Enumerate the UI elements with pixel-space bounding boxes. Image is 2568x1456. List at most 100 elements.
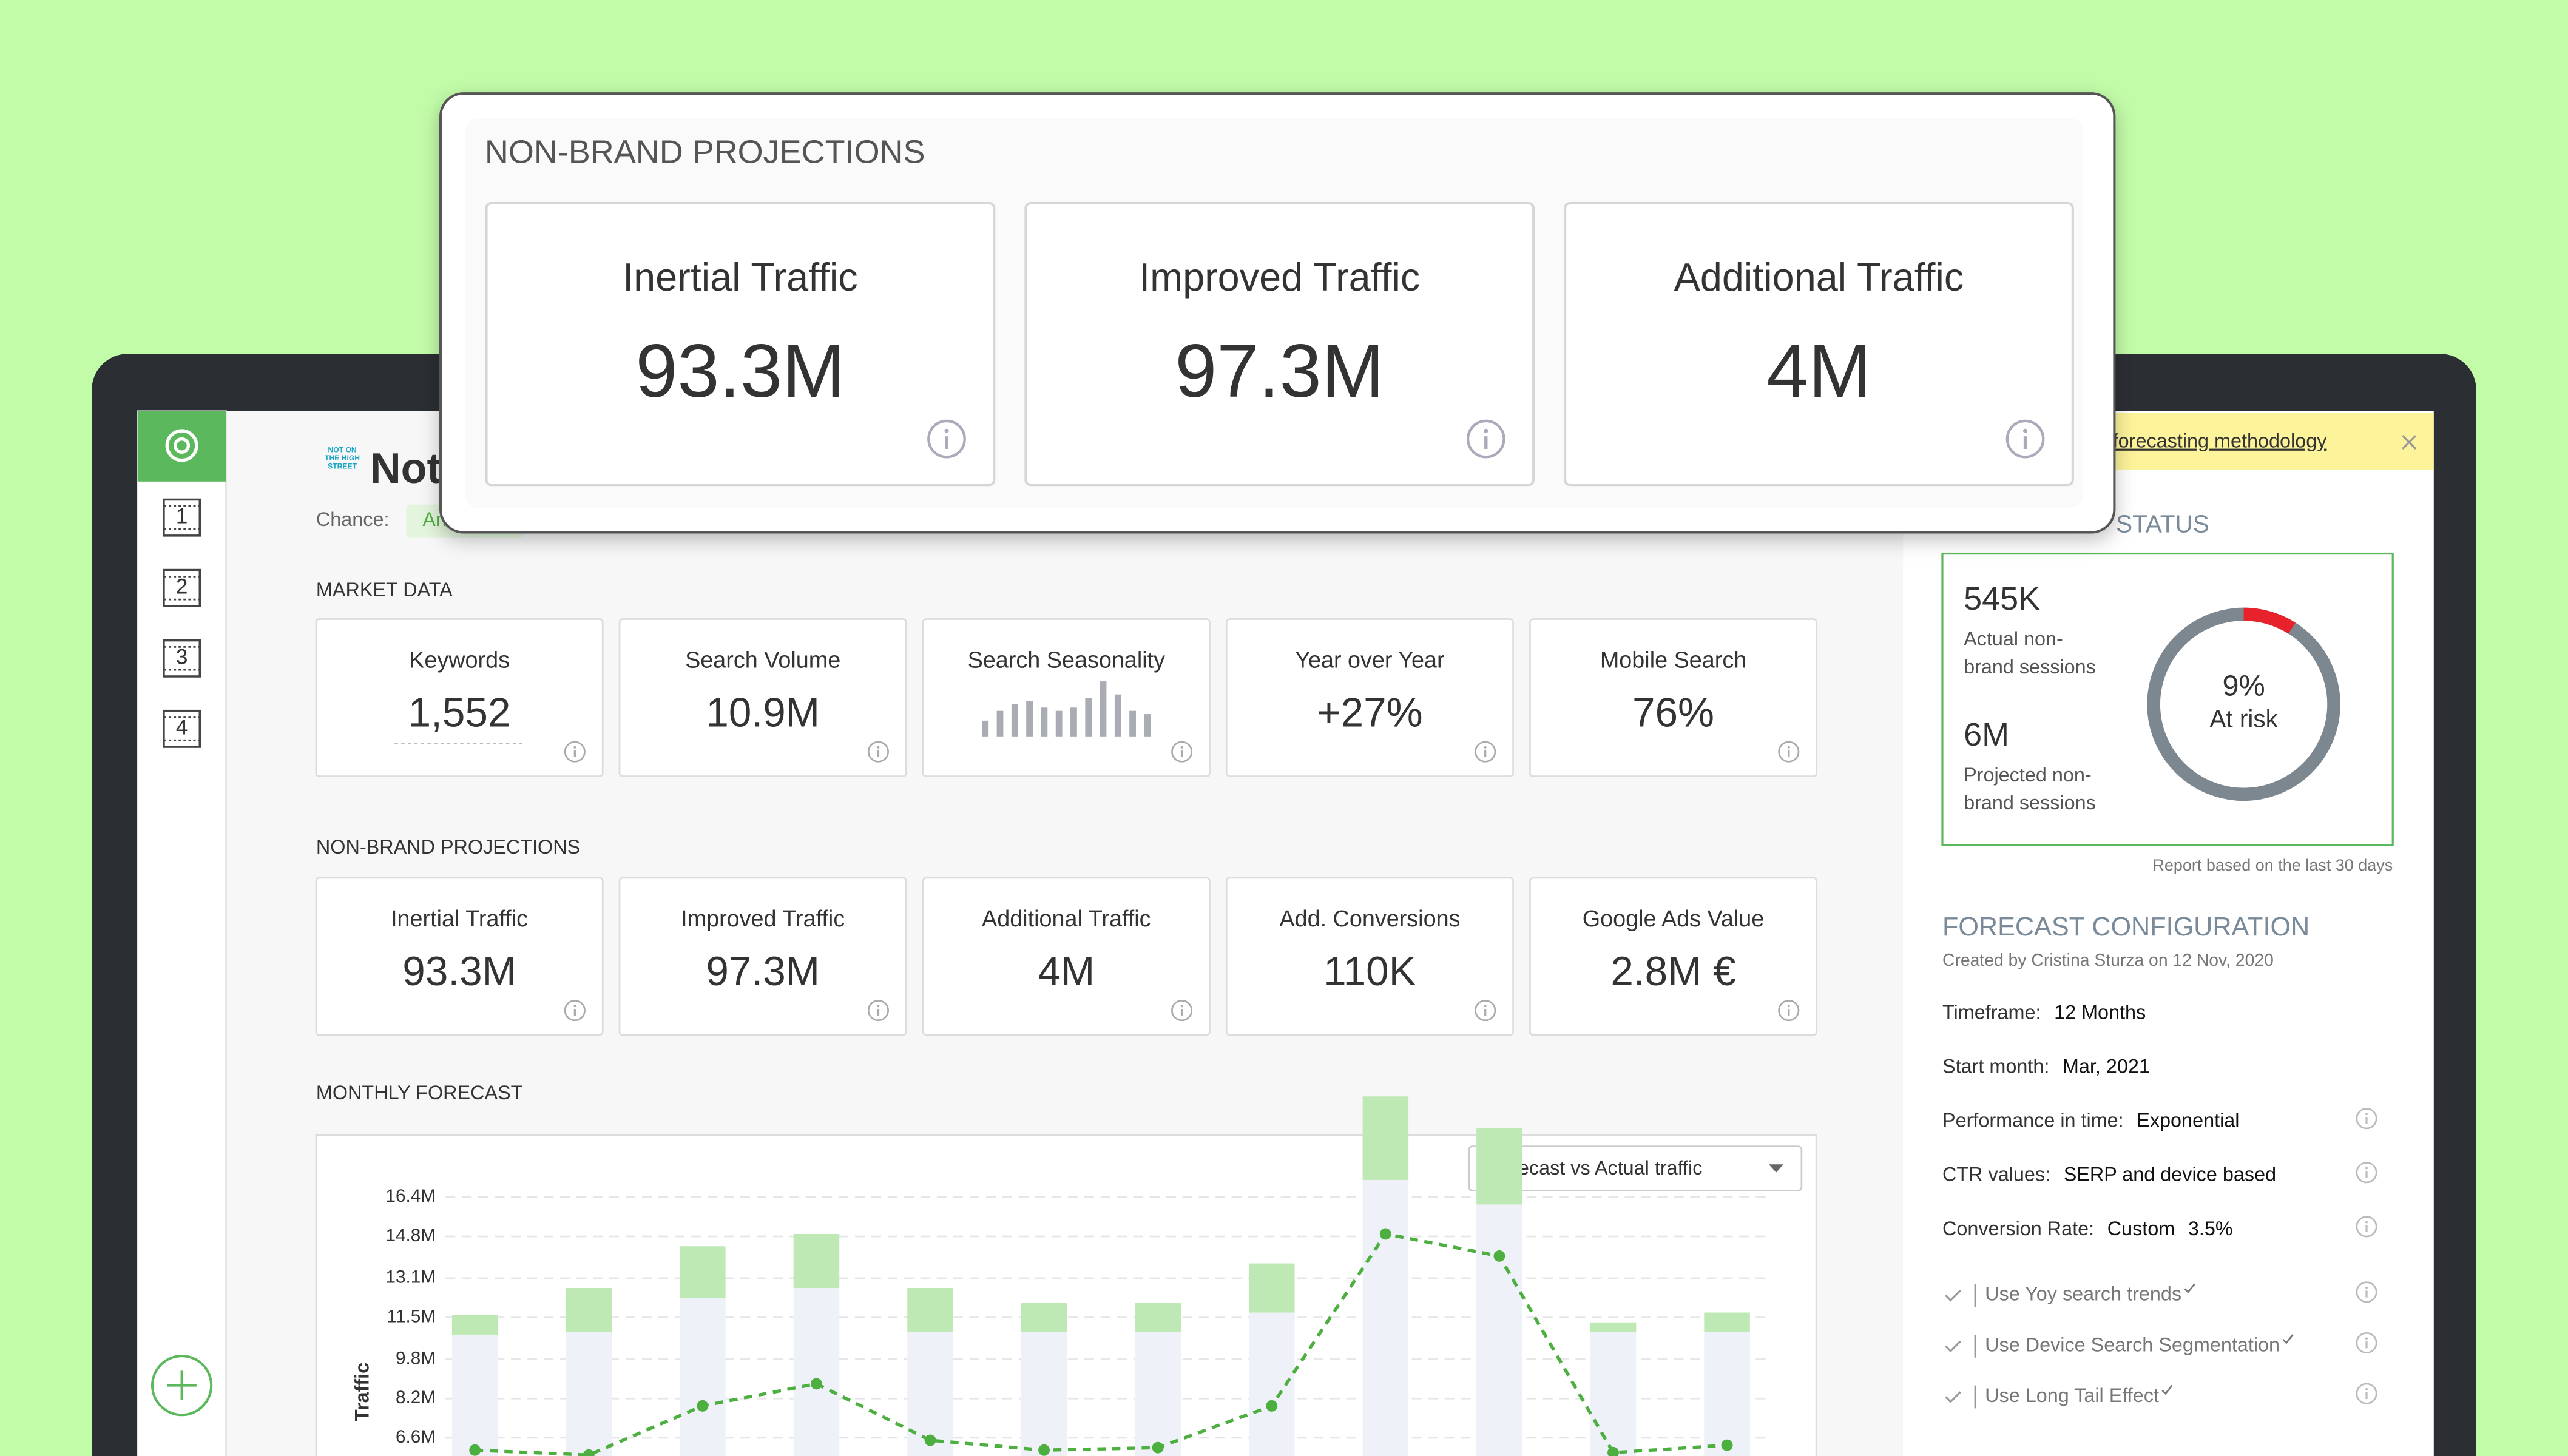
card-label: Inertial Traffic	[391, 906, 528, 932]
card-label: Mobile Search	[1600, 648, 1746, 673]
y-tick-label: 13.1M	[385, 1267, 435, 1287]
popup-card	[485, 201, 996, 487]
bar-segment	[1590, 1332, 1637, 1456]
card-value: 93.3M	[402, 949, 516, 994]
logo-text: NOT ON	[328, 446, 357, 454]
info-icon[interactable]	[1475, 1000, 1496, 1022]
info-icon[interactable]	[867, 741, 890, 763]
y-tick-label: 6.6M	[396, 1427, 436, 1447]
popup-card	[1024, 201, 1535, 487]
sidebar	[137, 410, 227, 1456]
config-value: SERP and device based	[2064, 1164, 2276, 1185]
card-label: Improved Traffic	[681, 906, 845, 932]
bar-segment	[1704, 1332, 1750, 1456]
risk-value: 9%	[2222, 670, 2265, 703]
status-note: Report based on the last 30 days	[2152, 856, 2393, 874]
check-icon	[2161, 1384, 2173, 1395]
check-icon	[2282, 1334, 2294, 1344]
logo-text: STREET	[328, 462, 357, 471]
sidebar-home[interactable]	[137, 411, 226, 482]
forecast-point	[583, 1449, 595, 1456]
info-icon[interactable]	[2356, 1216, 2377, 1238]
sparkline-bar	[1041, 707, 1048, 737]
popup-card-value: 4M	[1766, 329, 1871, 413]
bar-segment	[793, 1288, 840, 1456]
info-icon	[2365, 1167, 2368, 1170]
option-label: Use Yoy search trends	[1985, 1283, 2181, 1305]
config-label: Start month:	[1942, 1056, 2049, 1077]
info-icon	[1484, 428, 1488, 433]
check-icon[interactable]	[1945, 1391, 1961, 1403]
bar-segment	[1362, 1179, 1409, 1456]
status-title: STATUS	[2116, 510, 2209, 538]
info-icon[interactable]	[1778, 1000, 1800, 1022]
bar-segment	[1248, 1263, 1295, 1313]
card-label: Keywords	[409, 648, 510, 673]
metric-card	[315, 877, 604, 1036]
info-icon	[1180, 746, 1183, 749]
info-icon[interactable]	[1778, 741, 1800, 763]
info-icon[interactable]	[867, 1000, 890, 1022]
bar-segment	[680, 1246, 726, 1298]
info-icon[interactable]	[564, 1000, 586, 1022]
bar-segment	[1590, 1322, 1637, 1332]
metric-card	[1225, 618, 1514, 777]
info-icon[interactable]	[2356, 1332, 2377, 1354]
option-label: Use Long Tail Effect	[1985, 1384, 2159, 1406]
info-icon[interactable]	[2005, 419, 2045, 459]
forecast-line	[475, 1232, 1728, 1456]
forecast-point	[1607, 1446, 1619, 1456]
sidebar-item-label: 4	[176, 716, 188, 740]
info-icon[interactable]	[2356, 1281, 2377, 1303]
info-icon[interactable]	[1475, 741, 1496, 763]
info-icon[interactable]	[2356, 1162, 2377, 1184]
dropdown-arrow	[1768, 1164, 1784, 1173]
bar-segment	[1704, 1312, 1750, 1332]
info-icon[interactable]	[1171, 741, 1193, 763]
check-icon[interactable]	[1945, 1289, 1961, 1302]
card-value: 110K	[1323, 949, 1416, 994]
sidebar-item-label: 3	[176, 645, 188, 669]
card-value: 97.3M	[706, 949, 820, 994]
risk-text: At risk	[2209, 705, 2278, 733]
metric-card	[315, 618, 604, 777]
check-icon[interactable]	[1945, 1340, 1961, 1353]
info-icon	[1787, 746, 1790, 749]
info-icon[interactable]	[1466, 419, 1505, 459]
bar-segment	[1135, 1332, 1181, 1456]
sparkline-bar	[1055, 710, 1063, 737]
info-icon[interactable]	[2356, 1108, 2377, 1130]
bar-segment	[451, 1334, 498, 1456]
forecast-point	[1266, 1400, 1278, 1412]
film-holes	[163, 505, 200, 530]
popup-card	[1564, 201, 2074, 487]
forecast-point	[1152, 1441, 1164, 1454]
bar-segment	[1476, 1128, 1522, 1205]
banner-link[interactable]: forecasting methodology	[2113, 430, 2328, 452]
sparkline-bar	[982, 720, 989, 737]
y-tick-label: 11.5M	[387, 1306, 436, 1326]
info-icon[interactable]	[564, 741, 586, 763]
popup-card-label: Inertial Traffic	[623, 255, 858, 299]
info-icon	[573, 746, 576, 749]
dropdown[interactable]	[1468, 1145, 1803, 1191]
dropdown-label: Forecast vs Actual traffic	[1488, 1157, 1702, 1179]
info-icon	[1787, 1005, 1790, 1008]
popup-card-label: Additional Traffic	[1674, 255, 1964, 299]
forecast-point	[1721, 1439, 1733, 1451]
bar-segment	[1021, 1332, 1067, 1456]
info-icon[interactable]	[927, 419, 966, 459]
close-icon[interactable]	[2402, 435, 2417, 450]
risk-arc	[2243, 607, 2296, 634]
info-icon	[2365, 1221, 2368, 1224]
sparkline-bar	[1144, 714, 1151, 737]
metric-card	[922, 877, 1211, 1036]
add-icon	[167, 1370, 197, 1400]
info-icon[interactable]	[1171, 1000, 1193, 1022]
forecast-point	[1038, 1444, 1050, 1456]
bar-segment	[793, 1233, 840, 1289]
add-button[interactable]	[150, 1355, 213, 1417]
config-value: 12 Months	[2054, 1002, 2146, 1023]
info-icon[interactable]	[2356, 1383, 2377, 1404]
